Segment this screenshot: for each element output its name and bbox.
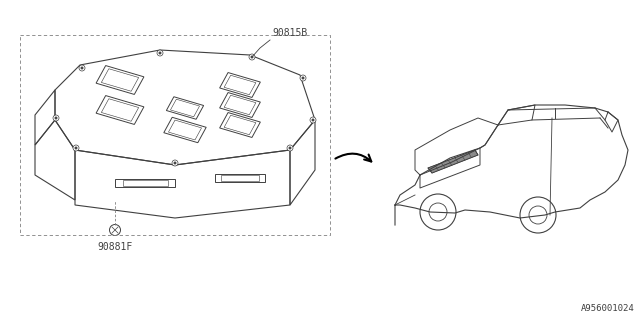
Text: A956001024: A956001024 (581, 304, 635, 313)
Circle shape (310, 117, 316, 123)
Text: 90881F: 90881F (97, 242, 132, 252)
Circle shape (174, 162, 176, 164)
Circle shape (302, 77, 304, 79)
Circle shape (420, 194, 456, 230)
Text: 90815B: 90815B (272, 28, 307, 38)
Circle shape (53, 115, 59, 121)
Circle shape (55, 117, 57, 119)
Circle shape (251, 56, 253, 58)
Circle shape (159, 52, 161, 54)
Circle shape (249, 54, 255, 60)
Circle shape (75, 147, 77, 149)
Circle shape (520, 197, 556, 233)
Circle shape (172, 160, 178, 166)
Circle shape (157, 50, 163, 56)
Circle shape (312, 119, 314, 121)
Circle shape (109, 225, 120, 236)
Circle shape (81, 67, 83, 69)
Circle shape (79, 65, 85, 71)
Circle shape (300, 75, 306, 81)
Circle shape (289, 147, 291, 149)
Circle shape (73, 145, 79, 151)
Circle shape (287, 145, 293, 151)
